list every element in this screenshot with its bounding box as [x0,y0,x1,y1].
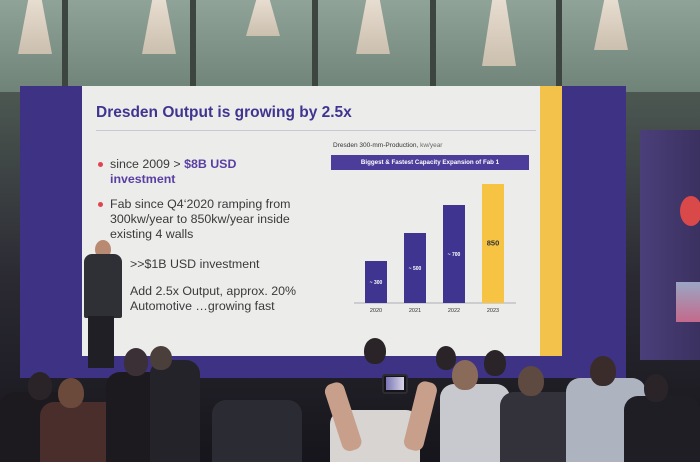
chart-unit: kw/year [420,142,443,149]
production-bar-chart: ~ 300 2020 ~ 500 2021 ~ 700 2022 850 2023 [354,184,516,314]
bar-2022 [443,205,465,303]
speaker-legs [88,316,114,368]
side-screen [676,282,700,322]
side-logo [680,196,700,226]
bullet-dot [98,202,103,207]
x-tick-label: 2023 [487,308,499,314]
audience-head [518,366,544,396]
audience-member [440,384,510,462]
window-mullion [312,0,318,92]
audience-head [436,346,456,370]
projection-screen [82,86,542,356]
bullet-1b-investment: >>$1B USD investment [114,257,260,272]
audience-member [150,360,200,462]
bar-2020 [365,261,387,303]
audience-head [150,346,172,370]
bar-2023 [482,184,504,303]
bullet-text: >>$1B USD investment [130,257,260,271]
bar-value-label: ~ 700 [448,252,461,258]
bar-value-label: ~ 500 [409,266,422,272]
bullet-text: investment [110,172,176,186]
audience-member [212,400,302,462]
audience-head [364,338,386,364]
bullet-text: Add 2.5x Output, approx. 20% [130,284,297,298]
audience-head [590,356,616,386]
slide-title: Dresden Output is growing by 2.5x [96,104,352,121]
chart-caption: Dresden 300-mm-Production, kw/year [333,142,442,149]
bullet-text: Fab since Q4‘2020 ramping from [110,197,291,211]
chart-title: Dresden 300-mm-Production, [333,142,419,149]
audience-head [644,374,668,402]
side-wall-panel [640,130,700,360]
bullet-text: existing 4 walls [110,227,194,241]
audience-head [484,350,506,376]
window-mullion [62,0,68,92]
x-tick-label: 2020 [370,308,382,314]
bullet-investment: since 2009 > $8B USD investment [98,157,237,187]
x-tick-label: 2022 [448,308,460,314]
hall-windows [0,0,700,92]
window-mullion [190,0,196,92]
title-divider [96,130,536,131]
bullet-output: Add 2.5x Output, approx. 20% Automotive … [130,284,296,314]
bar-value-label: 850 [487,239,500,248]
slide-accent-bar [540,86,562,356]
bullet-highlight: $8B USD [184,157,237,171]
chart-banner: Biggest & Fastest Capacity Expansion of … [331,155,529,170]
bullet-text: 300kw/year to 850kw/year inside [110,212,290,226]
x-tick-label: 2021 [409,308,421,314]
audience-head [58,378,84,408]
bar-value-label: ~ 300 [370,280,383,286]
window-mullion [430,0,436,92]
audience-head [124,348,148,376]
audience-head [28,372,52,400]
audience-head [452,360,478,390]
speaker [84,254,122,318]
bar-2021 [404,233,426,303]
window-mullion [556,0,562,92]
bullet-dot [98,162,103,167]
bullet-fab-ramp: Fab since Q4‘2020 ramping from 300kw/yea… [98,197,291,242]
audience-member [624,396,700,462]
smartphone-screen [386,377,404,390]
bullet-text: since 2009 > [110,157,185,171]
bullet-text: Automotive …growing fast [130,299,275,313]
